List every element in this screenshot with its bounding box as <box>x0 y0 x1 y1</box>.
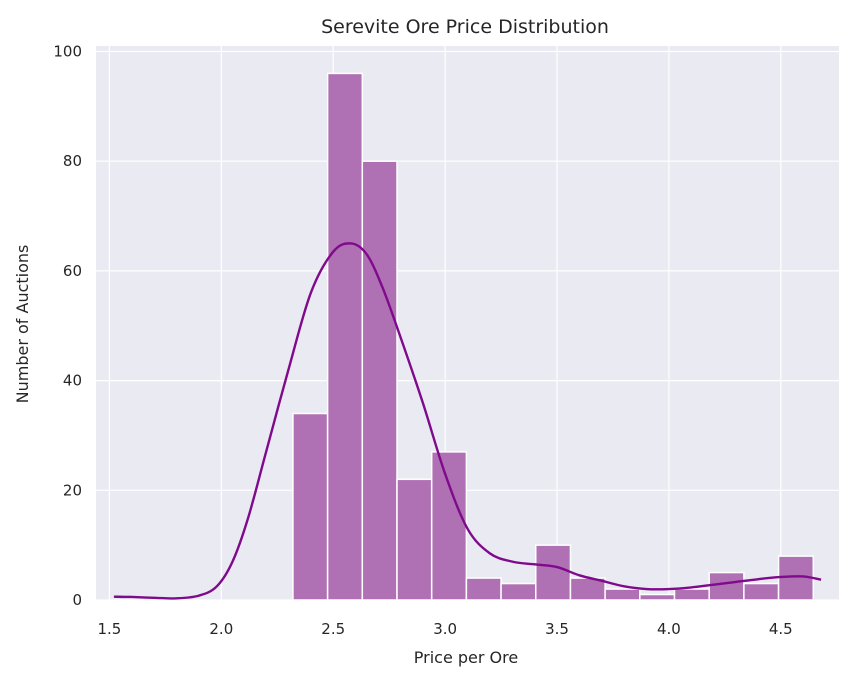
histogram-bar <box>743 582 780 601</box>
y-tick-label: 60 <box>63 262 82 280</box>
y-tick-label: 40 <box>63 372 82 390</box>
histogram-bar <box>361 160 398 601</box>
x-tick-label: 3.0 <box>433 620 457 638</box>
histogram-bar <box>500 582 537 601</box>
x-tick-label: 2.0 <box>209 620 233 638</box>
histogram-bar <box>673 588 710 601</box>
chart-title: Serevite Ore Price Distribution <box>321 16 609 38</box>
y-tick-label: 100 <box>53 42 82 60</box>
histogram-bar <box>708 571 745 601</box>
y-tick-label: 20 <box>63 481 82 499</box>
y-tick-label: 0 <box>72 591 82 609</box>
x-tick-label: 4.5 <box>769 620 793 638</box>
histogram-bar <box>465 577 502 601</box>
plot-area <box>96 46 839 600</box>
histogram-bar <box>396 478 433 601</box>
x-tick-label: 3.5 <box>545 620 569 638</box>
histogram-bar <box>604 588 641 601</box>
histogram-bar <box>292 412 329 601</box>
histogram-bar <box>639 593 676 601</box>
x-axis-label: Price per Ore <box>414 648 518 667</box>
histogram-bar <box>326 72 364 601</box>
y-axis-label: Number of Auctions <box>13 245 32 404</box>
histogram-bar <box>430 451 468 601</box>
x-tick-label: 1.5 <box>97 620 121 638</box>
x-tick-label: 4.0 <box>657 620 681 638</box>
histogram-bar <box>535 544 572 601</box>
kde-line <box>113 242 822 600</box>
x-tick-label: 2.5 <box>321 620 345 638</box>
y-tick-label: 80 <box>63 152 82 170</box>
